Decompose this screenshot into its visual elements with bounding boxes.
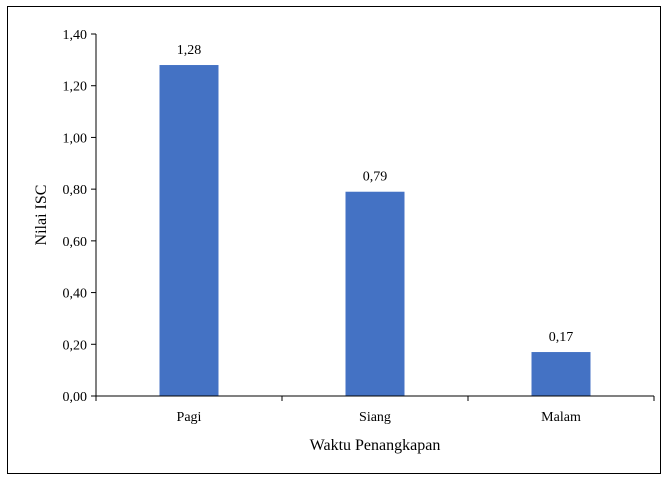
bar-pagi [159,65,219,397]
x-ticks [95,396,655,401]
y-tick-label: 1,40 [63,28,88,43]
data-labels: 1,28 0,79 0,17 [177,43,574,345]
bars [159,65,591,397]
y-ticks [91,33,96,397]
x-tick-labels: Pagi Siang Malam [177,410,581,425]
y-tick-label: 0,00 [63,390,88,405]
bar-malam [531,352,591,396]
y-tick-label: 0,40 [63,287,88,302]
x-axis-title: Waktu Penangkapan [310,437,441,454]
data-label-pagi: 1,28 [177,43,202,58]
x-tick-label-pagi: Pagi [177,410,202,425]
x-tick-label-malam: Malam [541,410,581,425]
x-tick-label-siang: Siang [359,410,391,425]
data-label-malam: 0,17 [549,330,574,345]
y-tick-label: 1,20 [63,80,88,95]
y-tick-label: 0,60 [63,235,88,250]
y-tick-labels: 0,00 0,20 0,40 0,60 0,80 1,00 1,20 1,40 [63,28,88,405]
bar-siang [345,191,405,396]
y-tick-label: 1,00 [63,131,88,146]
y-axis-title: Nilai ISC [33,185,50,246]
y-tick-label: 0,80 [63,183,88,198]
data-label-siang: 0,79 [363,170,388,185]
y-tick-label: 0,20 [63,338,88,353]
